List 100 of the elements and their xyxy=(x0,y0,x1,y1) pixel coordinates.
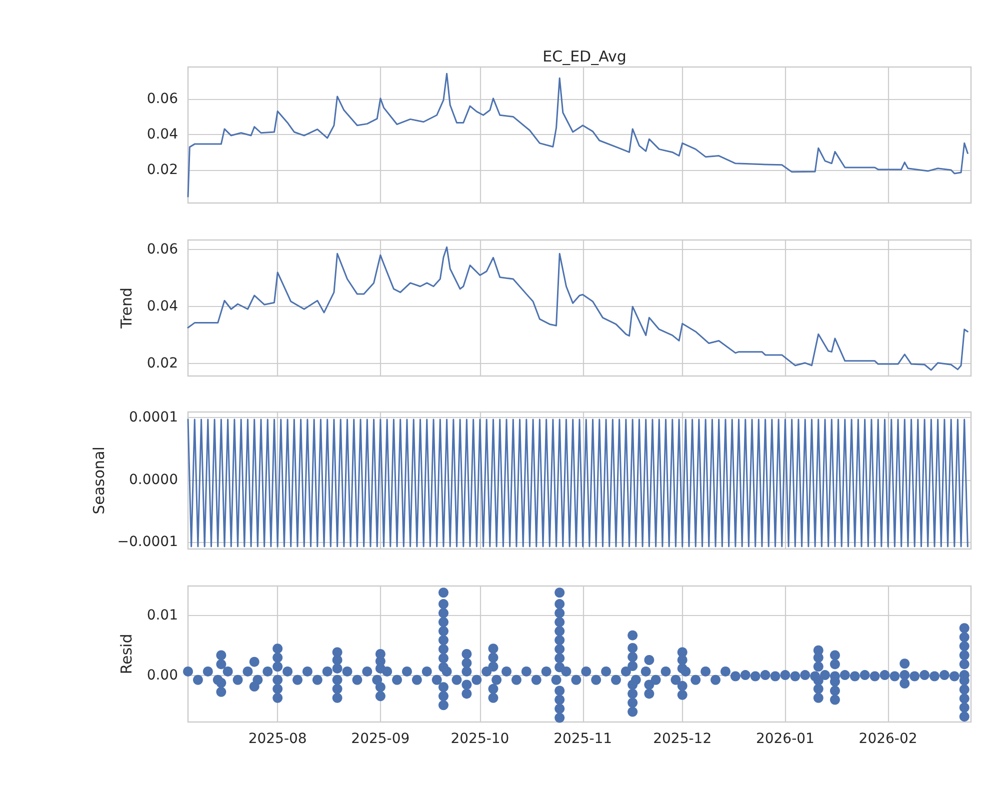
point xyxy=(216,686,226,697)
point xyxy=(438,653,448,664)
point xyxy=(900,678,910,688)
y-tick-label: 0.02 xyxy=(146,355,178,372)
point xyxy=(813,684,824,694)
point xyxy=(332,692,342,703)
point xyxy=(554,644,565,654)
x-tick-label: 2026-01 xyxy=(756,731,814,747)
x-tick-label: 2025-09 xyxy=(351,731,410,747)
point xyxy=(959,623,970,634)
y-tick-label: 0.00 xyxy=(146,668,178,684)
point xyxy=(628,706,638,717)
x-tick-label: 2025-12 xyxy=(653,731,712,747)
point xyxy=(554,617,565,628)
y-tick-label: 0.01 xyxy=(146,607,178,624)
point xyxy=(438,691,448,702)
x-tick-label: 2025-10 xyxy=(450,731,510,747)
point xyxy=(959,650,970,660)
point xyxy=(375,691,386,702)
point xyxy=(959,712,970,722)
y-tick-label: 0.04 xyxy=(146,126,178,142)
point xyxy=(554,608,565,618)
point xyxy=(272,662,283,672)
point xyxy=(488,662,498,672)
point xyxy=(554,686,565,696)
y-axis-title: Seasonal xyxy=(90,446,108,514)
point xyxy=(959,694,970,704)
point xyxy=(830,650,840,660)
point xyxy=(813,675,824,686)
point xyxy=(959,659,970,670)
point xyxy=(488,652,498,663)
point xyxy=(554,635,565,646)
y-tick-label: 0.06 xyxy=(146,90,178,107)
point xyxy=(813,645,824,656)
point xyxy=(830,659,840,670)
point xyxy=(488,684,498,694)
line-series xyxy=(187,72,968,198)
point xyxy=(628,688,638,699)
point xyxy=(959,702,970,713)
point xyxy=(628,652,638,662)
point xyxy=(438,644,448,654)
point xyxy=(216,659,226,670)
y-tick-label: 0.06 xyxy=(146,242,178,258)
x-tick-label: 2025-11 xyxy=(554,731,612,747)
point xyxy=(438,588,448,598)
point xyxy=(628,630,638,640)
point xyxy=(438,617,448,628)
y-axis-title: Resid xyxy=(118,634,136,674)
point xyxy=(438,635,448,646)
point xyxy=(628,661,638,672)
point xyxy=(488,692,498,703)
point xyxy=(332,647,342,658)
point xyxy=(554,653,565,664)
point xyxy=(813,662,824,672)
point xyxy=(488,644,498,654)
y-tick-label: 0.04 xyxy=(146,298,178,315)
point xyxy=(438,599,448,610)
y-tick-label: 0.0001 xyxy=(129,410,178,426)
point xyxy=(959,632,970,642)
point xyxy=(462,688,472,699)
point xyxy=(438,682,448,692)
point xyxy=(677,690,688,700)
point xyxy=(900,658,910,669)
point xyxy=(830,686,840,696)
point xyxy=(272,684,283,694)
y-axis-title: Trend xyxy=(118,287,136,330)
point xyxy=(332,684,342,694)
y-tick-label: 0.0000 xyxy=(129,472,178,488)
point xyxy=(332,663,342,674)
point xyxy=(438,626,448,636)
point xyxy=(959,641,970,652)
line-series xyxy=(187,246,968,371)
point xyxy=(462,680,472,690)
point xyxy=(438,608,448,618)
point xyxy=(554,599,565,610)
point xyxy=(677,663,688,674)
point xyxy=(554,694,565,705)
point xyxy=(554,626,565,636)
point xyxy=(554,712,565,723)
point xyxy=(216,678,226,688)
point xyxy=(272,644,283,654)
point xyxy=(677,647,688,658)
point xyxy=(249,656,260,667)
y-tick-label: 0.02 xyxy=(146,162,178,178)
point xyxy=(375,682,386,692)
point xyxy=(554,588,565,598)
x-tick-label: 2026-02 xyxy=(858,731,918,747)
point xyxy=(644,688,654,699)
chart-title: EC_ED_Avg xyxy=(542,48,626,66)
point xyxy=(216,650,226,660)
point xyxy=(272,692,283,703)
point xyxy=(628,698,638,708)
point xyxy=(375,649,386,659)
point xyxy=(438,700,448,710)
point xyxy=(830,694,840,705)
point xyxy=(677,680,688,691)
point xyxy=(813,692,824,703)
y-tick-label: −0.0001 xyxy=(117,534,178,550)
point xyxy=(628,642,638,653)
point xyxy=(438,662,448,672)
